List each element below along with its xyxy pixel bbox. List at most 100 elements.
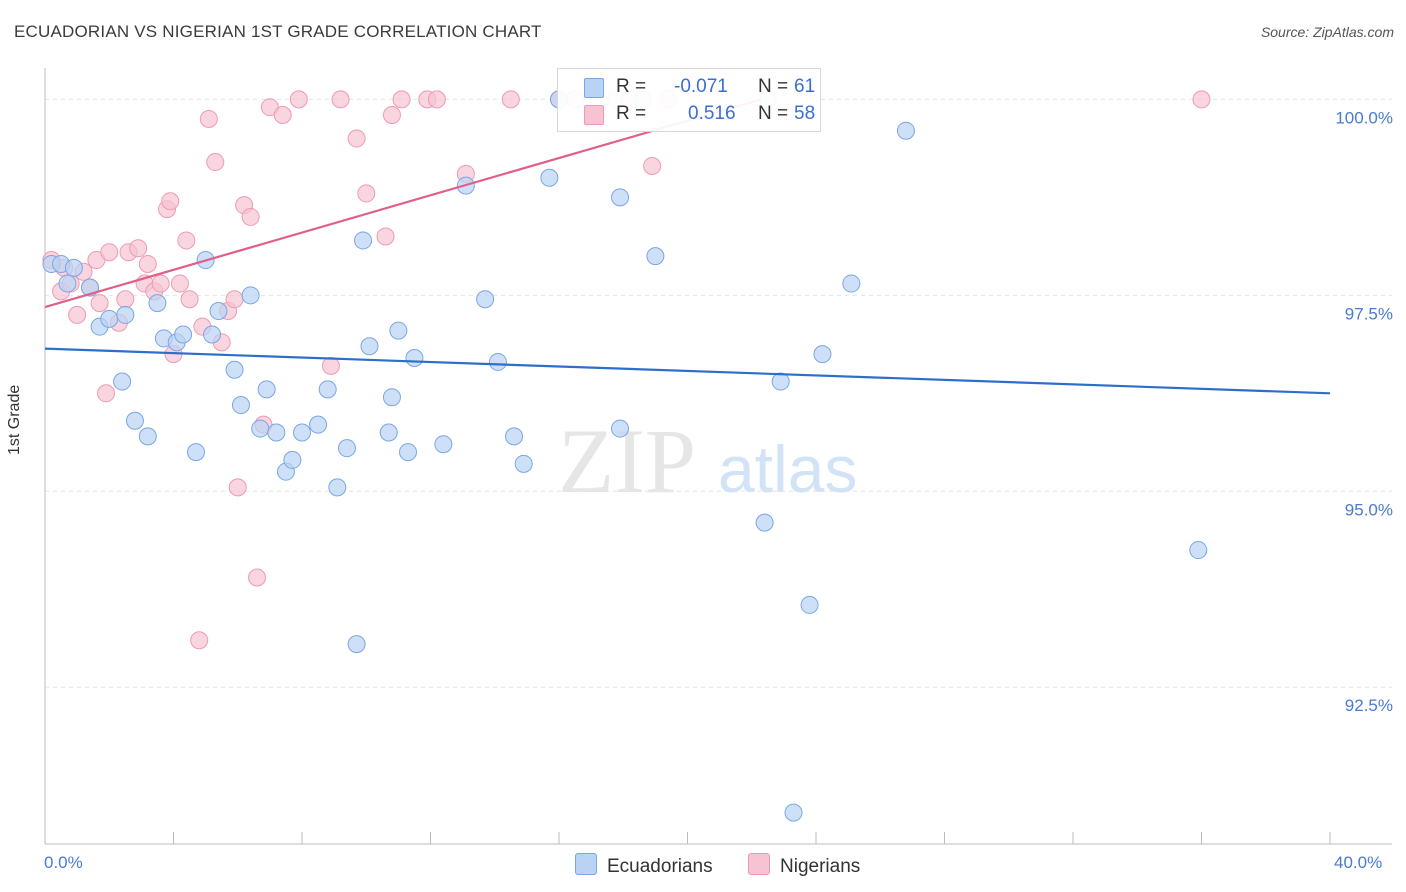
ecuadorian-point bbox=[337, 439, 356, 458]
ecuadorian-point bbox=[257, 380, 276, 399]
ecuadorian-point bbox=[1189, 541, 1208, 560]
legend-n-value: 61 bbox=[794, 76, 816, 97]
ecuadorian-point bbox=[148, 294, 167, 313]
ecuadorian-point bbox=[293, 423, 311, 442]
ecuadorian-point bbox=[64, 258, 83, 277]
ecuadorian-point bbox=[382, 388, 401, 407]
legend-n-label: N = bbox=[758, 103, 789, 124]
legend-label-nigerians: Nigerians bbox=[780, 856, 861, 877]
nigerians-trend-line bbox=[44, 98, 762, 309]
legend-item-nigerians[interactable]: Nigerians bbox=[748, 853, 860, 878]
ecuadorians-legend-swatch bbox=[575, 853, 597, 875]
ecuadorian-point bbox=[360, 337, 379, 356]
nigerian-point bbox=[68, 305, 87, 324]
legend-r-label: R = bbox=[616, 103, 647, 124]
nigerian-point bbox=[392, 90, 411, 109]
ecuadorian-point bbox=[611, 188, 630, 207]
nigerian-point bbox=[90, 294, 109, 313]
ecuadorian-point bbox=[251, 419, 270, 438]
nigerian-point bbox=[273, 106, 292, 125]
nigerian-point bbox=[180, 290, 199, 309]
nigerian-point bbox=[241, 207, 260, 226]
nigerian-point bbox=[1192, 90, 1211, 109]
nigerian-point bbox=[228, 478, 247, 497]
ecuadorian-point bbox=[389, 321, 408, 340]
nigerian-point bbox=[289, 90, 308, 109]
nigerian-point bbox=[151, 274, 170, 293]
watermark-atlas: atlas bbox=[718, 432, 857, 506]
ecuadorian-point bbox=[318, 380, 337, 399]
y-tick-label: 100.0% bbox=[1335, 108, 1393, 127]
ecuadorian-point bbox=[646, 247, 665, 266]
ecuadorian-point bbox=[800, 595, 819, 614]
nigerian-point bbox=[138, 254, 157, 273]
legend-n-label: N = bbox=[758, 76, 789, 97]
nigerian-point bbox=[161, 192, 180, 211]
y-tick-label: 95.0% bbox=[1345, 500, 1393, 519]
ecuadorian-point bbox=[283, 450, 302, 469]
y-tick-label: 92.5% bbox=[1345, 696, 1393, 715]
ecuadorians-trend-line bbox=[44, 347, 1331, 395]
nigerian-point bbox=[177, 231, 196, 250]
ecuadorian-point bbox=[231, 396, 250, 415]
nigerian-point bbox=[225, 290, 244, 309]
x-tick-max: 40.0% bbox=[1334, 853, 1383, 872]
legend-label-ecuadorians: Ecuadorians bbox=[607, 856, 713, 877]
ecuadorian-point bbox=[505, 427, 524, 446]
nigerian-point bbox=[190, 631, 209, 650]
nigerian-point bbox=[100, 243, 119, 262]
ecuadorian-point bbox=[125, 411, 144, 430]
axes bbox=[44, 68, 1392, 845]
ecuadorian-point bbox=[755, 513, 774, 532]
ecuadorian-point bbox=[328, 478, 347, 497]
ecuadorian-point bbox=[379, 423, 398, 442]
ecuadorian-point bbox=[354, 231, 373, 250]
ecuadorian-point bbox=[116, 305, 135, 324]
nigerian-point bbox=[199, 109, 218, 128]
series-legend: Ecuadorians Nigerians bbox=[0, 853, 1406, 877]
y-tick-label: 97.5% bbox=[1345, 304, 1393, 323]
ecuadorian-point bbox=[813, 345, 832, 364]
ecuadorian-point bbox=[784, 803, 803, 822]
nigerians-legend-swatch bbox=[748, 853, 770, 875]
ecuadorian-point bbox=[203, 325, 222, 344]
nigerian-point bbox=[427, 90, 446, 109]
legend-r-value: -0.071 bbox=[674, 76, 728, 97]
ecuadorian-point bbox=[488, 352, 507, 371]
ecuadorian-point bbox=[241, 286, 260, 305]
ecuadorian-point bbox=[174, 325, 193, 344]
ecuadorian-point bbox=[611, 419, 630, 438]
legend-r-value: 0.516 bbox=[688, 103, 736, 124]
trend-lines bbox=[44, 98, 1331, 395]
ecuadorian-point bbox=[58, 274, 77, 293]
nigerian-point bbox=[321, 356, 340, 375]
ecuadorians-swatch bbox=[584, 78, 604, 98]
legend-item-ecuadorians[interactable]: Ecuadorians bbox=[575, 853, 713, 878]
nigerian-point bbox=[129, 239, 148, 258]
ecuadorian-point bbox=[434, 435, 453, 454]
chart-title: ECUADORIAN VS NIGERIAN 1ST GRADE CORRELA… bbox=[14, 22, 542, 41]
nigerian-point bbox=[643, 156, 662, 175]
y-tick-labels: 92.5% 95.0% 97.5% 100.0% bbox=[1335, 108, 1393, 715]
ecuadorian-point bbox=[771, 372, 790, 391]
source-credit: Source: ZipAtlas.com bbox=[1260, 24, 1394, 40]
nigerian-point bbox=[347, 129, 366, 148]
ecuadorian-point bbox=[267, 423, 286, 442]
ecuadorian-point bbox=[309, 415, 328, 434]
ecuadorian-point bbox=[138, 427, 157, 446]
nigerian-point bbox=[501, 90, 520, 109]
nigerian-point bbox=[376, 227, 395, 246]
ecuadorian-point bbox=[476, 290, 495, 309]
ecuadorian-point bbox=[225, 360, 244, 379]
nigerian-point bbox=[97, 384, 116, 403]
ecuadorian-point bbox=[113, 372, 132, 391]
nigerian-point bbox=[116, 290, 135, 309]
ecuadorian-point bbox=[347, 635, 366, 654]
ecuadorian-point bbox=[186, 443, 205, 462]
ecuadorian-point bbox=[842, 274, 861, 293]
x-tick-min: 0.0% bbox=[44, 853, 83, 872]
ecuadorian-point bbox=[540, 168, 559, 187]
ecuadorians-points bbox=[42, 90, 1208, 822]
gridlines bbox=[45, 98, 1392, 688]
